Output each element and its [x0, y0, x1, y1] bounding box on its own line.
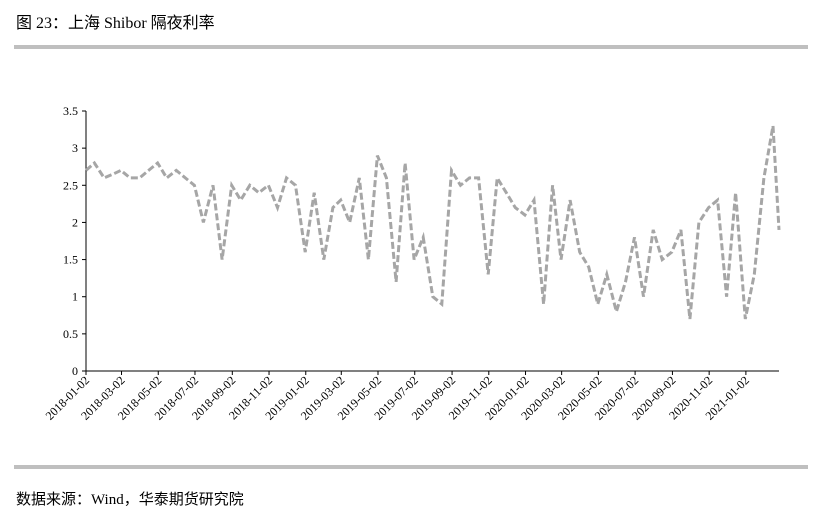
plot: 00.511.522.533.52018-01-022018-03-022018…	[43, 104, 781, 423]
title: 图 23：上海 Shibor 隔夜利率	[16, 14, 215, 32]
y-tick-label: 1.5	[63, 253, 78, 267]
series-line	[85, 125, 781, 320]
y-tick-label: 0.5	[63, 327, 78, 341]
top-rule	[14, 45, 808, 49]
y-tick-label: 0	[72, 364, 78, 378]
y-tick-label: 2.5	[63, 178, 78, 192]
y-tick-label: 1	[72, 290, 78, 304]
source: 数据来源：Wind，华泰期货研究院	[16, 490, 244, 508]
y-tick-label: 3	[72, 141, 78, 155]
y-tick-label: 3.5	[63, 104, 78, 118]
bottom-rule	[14, 465, 808, 469]
y-tick-label: 2	[72, 215, 78, 229]
